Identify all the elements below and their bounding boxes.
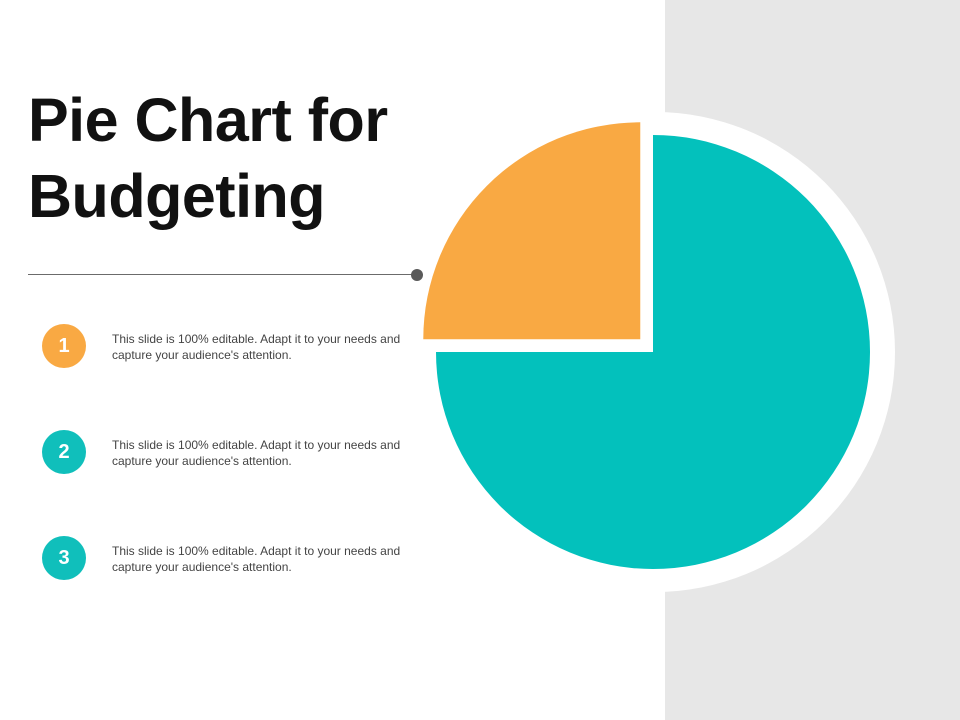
item-text-3: This slide is 100% editable. Adapt it to… bbox=[112, 544, 401, 574]
item-text-1: This slide is 100% editable. Adapt it to… bbox=[112, 332, 401, 362]
pie-slice-2 bbox=[436, 135, 870, 569]
pie-slice-1 bbox=[423, 122, 641, 340]
number-badge-3: 3 bbox=[42, 536, 86, 580]
number-badge-1: 1 bbox=[42, 324, 86, 368]
list-item-1: 1 This slide is 100% editable. Adapt it … bbox=[42, 324, 402, 370]
divider-dot bbox=[411, 269, 423, 281]
divider-line bbox=[28, 274, 416, 275]
pie-slices bbox=[423, 122, 870, 569]
title-line-1: Pie Chart for bbox=[28, 86, 388, 154]
list-item-3: 3 This slide is 100% editable. Adapt it … bbox=[42, 536, 402, 582]
page-title: Pie Chart for Budgeting bbox=[28, 82, 448, 234]
item-text-2: This slide is 100% editable. Adapt it to… bbox=[112, 438, 401, 468]
number-badge-2: 2 bbox=[42, 430, 86, 474]
title-line-2: Budgeting bbox=[28, 162, 326, 230]
list-item-2: 2 This slide is 100% editable. Adapt it … bbox=[42, 430, 402, 476]
